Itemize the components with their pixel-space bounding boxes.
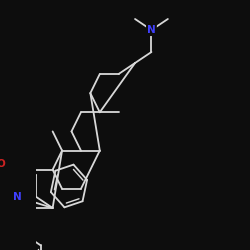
- Text: N: N: [13, 192, 22, 202]
- Text: O: O: [0, 159, 6, 169]
- Text: N: N: [147, 25, 156, 35]
